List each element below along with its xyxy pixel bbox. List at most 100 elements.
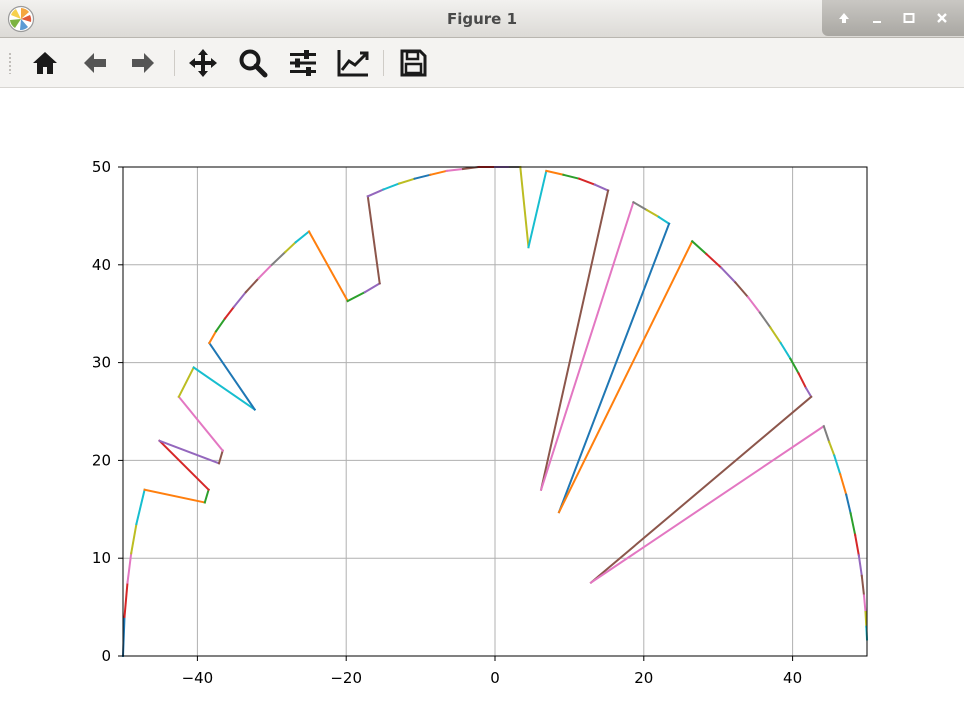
series-line-72	[862, 594, 867, 614]
series-line-70	[857, 554, 863, 577]
series-line-14	[207, 329, 218, 345]
window-titlebar[interactable]: Figure 1	[0, 0, 964, 38]
series-line-66	[838, 472, 848, 496]
x-tick-label: −20	[330, 669, 362, 687]
series-line-25	[363, 282, 382, 294]
x-tick-label: 40	[783, 669, 802, 687]
maximize-icon[interactable]	[896, 5, 922, 31]
series-line-56	[768, 326, 783, 345]
series-line-54	[746, 295, 762, 315]
y-tick-label: 40	[92, 256, 111, 274]
back-icon[interactable]	[76, 44, 114, 82]
series-line-42	[593, 183, 610, 192]
configure-subplots-icon[interactable]	[284, 44, 322, 82]
series-line-7	[158, 439, 211, 492]
series-line-69	[853, 533, 860, 557]
toolbar-separator	[383, 50, 384, 76]
series-line-61	[589, 395, 813, 585]
minimize-icon[interactable]	[864, 5, 890, 31]
series-line-71	[860, 574, 866, 597]
matplotlib-logo-icon[interactable]	[7, 5, 35, 33]
series-line-39	[545, 169, 565, 176]
x-tick-label: −40	[182, 669, 214, 687]
series-line-64	[827, 440, 836, 457]
series-line-1	[123, 581, 129, 618]
series-line-47	[657, 215, 671, 226]
series-line-11	[177, 366, 196, 399]
series-line-65	[833, 454, 842, 476]
series-line-13	[207, 341, 257, 411]
series-line-45	[632, 200, 649, 212]
series-line-68	[849, 512, 857, 536]
series-line-15	[214, 317, 227, 333]
series-line-9	[217, 449, 224, 465]
series-line-49	[557, 239, 694, 514]
series-line-37	[519, 165, 530, 249]
series-line-58	[789, 357, 800, 375]
shade-up-icon[interactable]	[831, 5, 857, 31]
y-tick-label: 30	[92, 354, 111, 372]
pan-icon[interactable]	[184, 44, 222, 82]
series-line-24	[346, 290, 367, 303]
figure-canvas[interactable]: −40 −20 0 20 40 0 10 20 30 40 50	[0, 88, 964, 724]
series-line-27	[366, 188, 385, 198]
y-tick-label: 10	[92, 549, 111, 567]
series-line-62	[589, 424, 826, 584]
y-tick-label: 20	[92, 451, 111, 469]
series-line-6	[203, 488, 210, 504]
series-line-40	[562, 173, 581, 180]
plot-svg: −40 −20 0 20 40 0 10 20 30 40 50	[92, 158, 869, 687]
x-tick-label: 0	[490, 669, 500, 687]
data-series	[121, 165, 869, 658]
zoom-icon[interactable]	[234, 44, 272, 82]
series-line-31	[429, 169, 448, 177]
series-line-46	[645, 208, 661, 219]
series-line-43	[539, 189, 610, 491]
close-icon[interactable]	[929, 5, 955, 31]
series-line-10	[177, 395, 225, 453]
series-line-52	[719, 266, 737, 284]
series-line-55	[758, 311, 772, 329]
series-line-17	[232, 290, 248, 309]
series-line-30	[413, 173, 432, 180]
series-line-19	[256, 263, 274, 280]
series-line-51	[704, 252, 723, 270]
y-tick-label: 50	[92, 158, 111, 176]
series-line-23	[307, 230, 350, 303]
navigation-toolbar	[0, 38, 964, 88]
series-line-18	[244, 277, 260, 294]
axis-ticks: −40 −20 0 20 40 0 10 20 30 40 50	[92, 158, 802, 687]
series-line-53	[733, 280, 750, 299]
series-line-28	[382, 182, 401, 191]
window-controls	[822, 0, 964, 36]
series-line-73	[864, 610, 868, 628]
series-line-41	[577, 177, 596, 186]
series-line-29	[397, 177, 416, 185]
edit-axis-icon[interactable]	[334, 44, 372, 82]
grid	[123, 166, 867, 657]
series-line-60	[804, 386, 813, 399]
forward-icon[interactable]	[124, 44, 162, 82]
series-line-26	[366, 195, 381, 285]
home-icon[interactable]	[26, 44, 64, 82]
series-line-22	[294, 230, 311, 244]
series-line-50	[690, 239, 708, 256]
series-line-2	[126, 552, 133, 584]
series-line-67	[844, 493, 852, 515]
series-line-12	[192, 366, 257, 411]
series-line-63	[822, 424, 831, 444]
series-line-5	[143, 488, 206, 504]
window-title: Figure 1	[446, 10, 518, 28]
series-line-59	[797, 372, 808, 390]
x-tick-label: 20	[634, 669, 653, 687]
save-icon[interactable]	[394, 44, 432, 82]
series-line-38	[527, 169, 548, 249]
series-line-32	[445, 167, 465, 173]
series-line-8	[158, 439, 221, 465]
series-line-16	[223, 305, 236, 321]
series-line-3	[130, 522, 138, 555]
toolbar-grip[interactable]	[8, 52, 12, 74]
series-line-48	[557, 222, 671, 514]
series-line-57	[779, 341, 792, 361]
series-line-4	[135, 488, 146, 526]
